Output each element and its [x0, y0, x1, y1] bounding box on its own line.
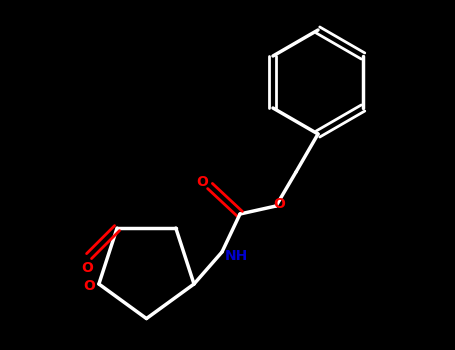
Text: NH: NH [224, 249, 248, 263]
Text: O: O [81, 261, 93, 275]
Text: O: O [273, 197, 285, 211]
Text: O: O [196, 175, 208, 189]
Text: O: O [83, 279, 95, 293]
